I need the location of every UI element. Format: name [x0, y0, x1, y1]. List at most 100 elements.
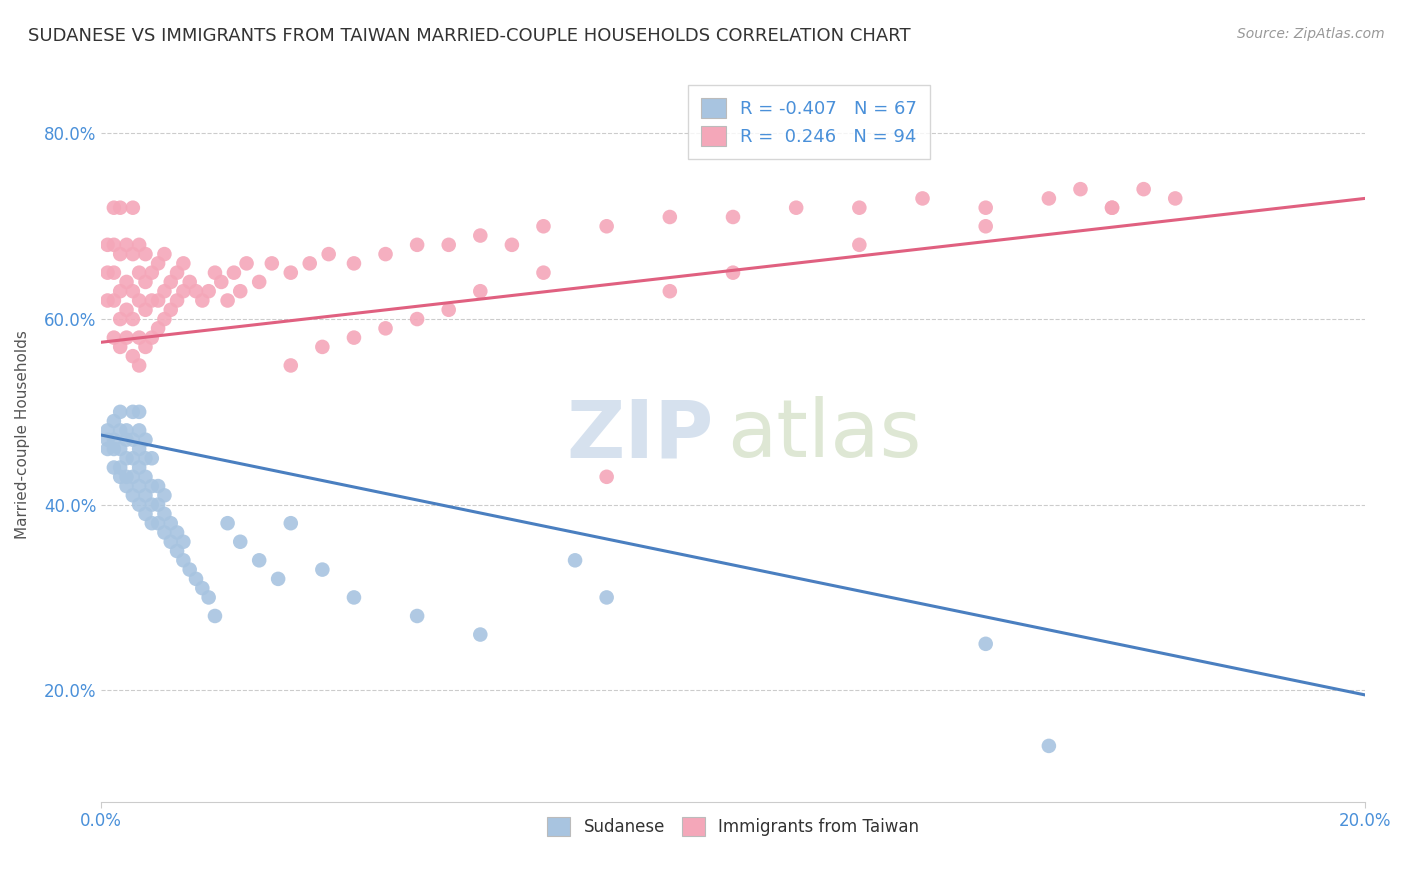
Point — [103, 442, 125, 456]
Point — [108, 424, 131, 438]
Point — [141, 330, 163, 344]
Point — [115, 330, 138, 344]
Point — [1038, 739, 1060, 753]
Point — [374, 321, 396, 335]
Point — [97, 433, 120, 447]
Point — [103, 237, 125, 252]
Point — [1101, 201, 1123, 215]
Point — [343, 591, 366, 605]
Point — [247, 275, 270, 289]
Point — [146, 498, 169, 512]
Point — [229, 284, 252, 298]
Point — [595, 470, 617, 484]
Point — [146, 256, 169, 270]
Text: Source: ZipAtlas.com: Source: ZipAtlas.com — [1237, 27, 1385, 41]
Point — [103, 266, 125, 280]
Point — [134, 275, 156, 289]
Point — [97, 293, 120, 308]
Point — [141, 516, 163, 531]
Point — [128, 293, 150, 308]
Point — [108, 312, 131, 326]
Point — [166, 266, 188, 280]
Point — [721, 266, 744, 280]
Point — [121, 284, 143, 298]
Point — [595, 591, 617, 605]
Point — [166, 293, 188, 308]
Point — [128, 479, 150, 493]
Point — [115, 237, 138, 252]
Point — [247, 553, 270, 567]
Point — [166, 525, 188, 540]
Point — [97, 424, 120, 438]
Point — [1069, 182, 1091, 196]
Point — [128, 424, 150, 438]
Point — [121, 488, 143, 502]
Point — [217, 293, 239, 308]
Point — [121, 405, 143, 419]
Point — [134, 247, 156, 261]
Point — [128, 359, 150, 373]
Legend: Sudanese, Immigrants from Taiwan: Sudanese, Immigrants from Taiwan — [538, 809, 928, 845]
Point — [267, 572, 290, 586]
Text: ZIP: ZIP — [567, 396, 714, 474]
Point — [115, 433, 138, 447]
Point — [172, 534, 194, 549]
Point — [134, 433, 156, 447]
Point — [1132, 182, 1154, 196]
Point — [108, 284, 131, 298]
Point — [134, 451, 156, 466]
Point — [658, 284, 681, 298]
Point — [103, 433, 125, 447]
Point — [406, 312, 429, 326]
Point — [564, 553, 586, 567]
Point — [159, 534, 181, 549]
Point — [121, 470, 143, 484]
Point — [108, 340, 131, 354]
Point — [848, 237, 870, 252]
Point — [470, 627, 492, 641]
Point — [191, 581, 214, 595]
Point — [121, 451, 143, 466]
Point — [128, 498, 150, 512]
Point — [141, 498, 163, 512]
Point — [470, 228, 492, 243]
Point — [115, 275, 138, 289]
Point — [159, 302, 181, 317]
Point — [217, 516, 239, 531]
Point — [280, 516, 302, 531]
Point — [146, 479, 169, 493]
Point — [128, 405, 150, 419]
Point — [121, 433, 143, 447]
Point — [103, 414, 125, 428]
Point — [134, 340, 156, 354]
Point — [128, 442, 150, 456]
Point — [311, 340, 333, 354]
Point — [134, 507, 156, 521]
Point — [785, 201, 807, 215]
Point — [318, 247, 340, 261]
Point — [128, 237, 150, 252]
Point — [115, 470, 138, 484]
Point — [128, 460, 150, 475]
Point — [134, 470, 156, 484]
Point — [222, 266, 245, 280]
Point — [974, 637, 997, 651]
Point — [108, 247, 131, 261]
Point — [153, 507, 176, 521]
Point — [298, 256, 321, 270]
Point — [184, 572, 207, 586]
Point — [280, 359, 302, 373]
Point — [115, 424, 138, 438]
Text: SUDANESE VS IMMIGRANTS FROM TAIWAN MARRIED-COUPLE HOUSEHOLDS CORRELATION CHART: SUDANESE VS IMMIGRANTS FROM TAIWAN MARRI… — [28, 27, 911, 45]
Point — [343, 330, 366, 344]
Point — [97, 266, 120, 280]
Point — [153, 488, 176, 502]
Point — [184, 284, 207, 298]
Point — [172, 284, 194, 298]
Point — [374, 247, 396, 261]
Point — [406, 237, 429, 252]
Text: atlas: atlas — [727, 396, 921, 474]
Point — [153, 284, 176, 298]
Point — [1164, 191, 1187, 205]
Point — [141, 479, 163, 493]
